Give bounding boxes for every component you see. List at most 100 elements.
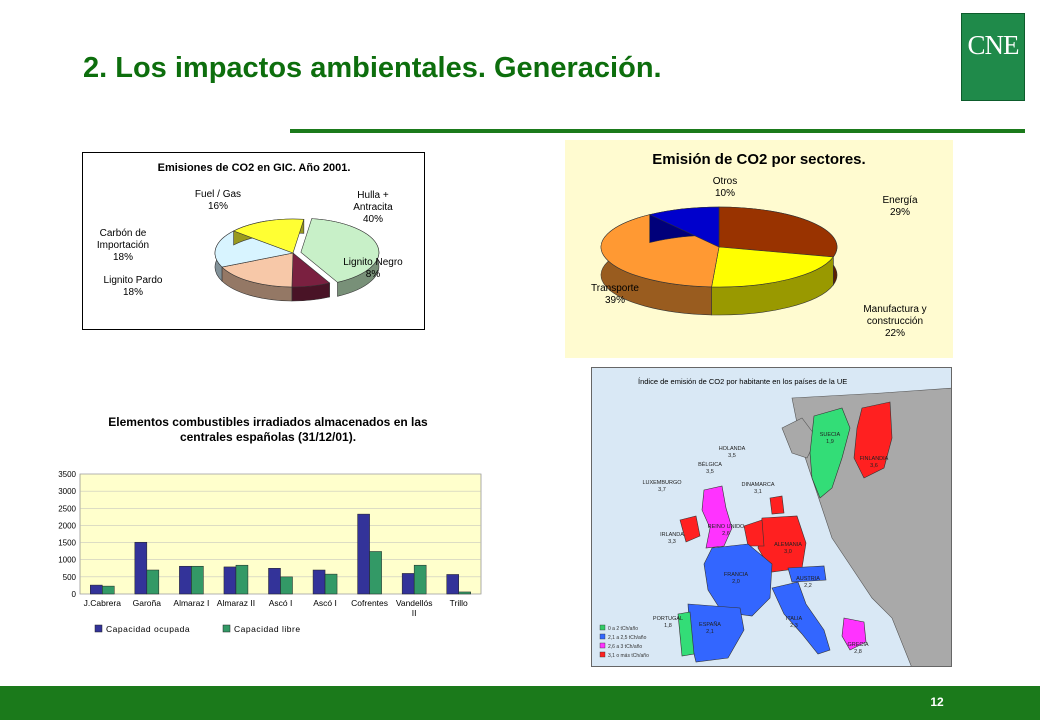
pie1-label-1-2: Antracita xyxy=(353,202,393,213)
map-label-name-13: PORTUGAL xyxy=(653,616,683,622)
pie1-label-4-1: Carbón de xyxy=(100,228,147,239)
map-legend-swatch-3 xyxy=(599,642,606,649)
bar-1-7 xyxy=(357,513,370,595)
bar-1-1 xyxy=(90,584,103,595)
map-label-value-12: 2,1 xyxy=(706,629,714,635)
bar-ytick-5: 2000 xyxy=(58,521,76,530)
bar-1-9 xyxy=(446,574,459,595)
bar-ytick-4: 1500 xyxy=(58,539,76,548)
map-label-value-6: 3,1 xyxy=(754,489,762,495)
pie1-label-4-2: Importación xyxy=(97,240,149,251)
pie2-label-1-1: Energía xyxy=(882,195,917,206)
eu-map-svg: Índice de emisión de CO2 por habitante e… xyxy=(592,368,951,666)
pie1-slice-1 xyxy=(300,218,380,283)
pie-chart-sectores: Emisión de CO2 por sectores. Energía 29% M… xyxy=(565,140,953,358)
pie1-label-5-2: 16% xyxy=(208,201,228,212)
bar-2-9 xyxy=(458,591,471,595)
pie1-label-2-1: Lignito Negro xyxy=(343,257,403,268)
bar-2-2 xyxy=(146,569,160,595)
pie1-slice-5 xyxy=(232,218,305,254)
pie2-slice-2 xyxy=(711,246,834,288)
map-label-name-4: BÉLGICA xyxy=(698,461,722,468)
pie1-label-3-2: 18% xyxy=(123,287,143,298)
map-country-greece xyxy=(841,617,867,651)
map-label-name-11: AUSTRIA xyxy=(796,576,820,582)
bar-category-1-1: J.Cabrera xyxy=(84,598,122,608)
pie2-slice-4 xyxy=(648,206,720,248)
bar-category-8-1: Vandellós xyxy=(396,598,433,608)
map-label-value-8: 3,3 xyxy=(668,539,676,545)
bar-2-5 xyxy=(280,576,293,595)
bar-category-8-2: II xyxy=(412,608,417,618)
map-country-italy xyxy=(771,581,831,655)
map-label-value-3: 3,5 xyxy=(728,453,736,459)
map-label-name-1: SUECIA xyxy=(820,432,841,438)
map-label-value-13: 1,8 xyxy=(664,623,672,629)
pie2-label-4-2: 10% xyxy=(715,188,735,199)
pie2-label-1-2: 29% xyxy=(890,207,910,218)
map-label-name-3: HOLANDA xyxy=(719,446,746,452)
map-label-value-5: 3,7 xyxy=(658,487,666,493)
map-country-denmark xyxy=(769,495,785,515)
map-label-name-9: ALEMANIA xyxy=(774,542,802,548)
map-label-value-7: 2,6 xyxy=(722,531,730,537)
bar-ytick-7: 3000 xyxy=(58,487,76,496)
bar-category-9-1: Trillo xyxy=(450,598,468,608)
map-legend-swatch-1 xyxy=(599,624,606,631)
bar-2-1 xyxy=(102,585,115,595)
bar-legend-swatch-2 xyxy=(222,624,231,633)
map-label-value-15: 2,8 xyxy=(854,649,862,655)
pie1-label-1-3: 40% xyxy=(363,214,383,225)
bar-legend-label-1: Capacidad ocupada xyxy=(106,624,190,634)
pie1-label-4-3: 18% xyxy=(113,252,133,263)
pie2-label-2-2: construcción xyxy=(867,316,923,327)
map-label-value-4: 3,5 xyxy=(706,469,714,475)
bar-chart-svg: Elementos combustibles irradiados almace… xyxy=(58,415,482,634)
map-legend-label-2: 2,1 a 2,5 tCh/año xyxy=(608,635,647,641)
bar-ytick-3: 1000 xyxy=(58,556,76,565)
map-country-finland xyxy=(853,401,893,479)
bar-category-5-1: Ascó I xyxy=(269,598,293,608)
map-label-value-9: 3,0 xyxy=(784,549,792,555)
map-label-name-10: FRANCIA xyxy=(724,572,748,578)
bar-legend-label-2: Capacidad libre xyxy=(234,624,301,634)
pie2-label-2-3: 22% xyxy=(885,328,905,339)
map-country-ireland xyxy=(679,515,701,543)
map-label-name-8: IRLANDA xyxy=(660,532,684,538)
pie1-label-5-1: Fuel / Gas xyxy=(195,189,241,200)
bar-2-4 xyxy=(235,564,249,595)
pie2-label-2-1: Manufactura y xyxy=(863,304,926,315)
slide-title: 2. Los impactos ambientales. Generación. xyxy=(83,52,662,84)
bar-category-7-1: Cofrentes xyxy=(351,598,388,608)
bar-ytick-1: 0 xyxy=(72,590,77,599)
map-label-name-6: DINAMARCA xyxy=(741,482,774,488)
page-number: 12 xyxy=(930,695,944,709)
map-legend-label-4: 3,1 o más tCh/año xyxy=(608,653,649,659)
map-label-name-15: GRECIA xyxy=(847,642,868,648)
map-label-value-11: 2,2 xyxy=(804,583,812,589)
map-country-portugal xyxy=(677,611,695,657)
map-label-name-5: LUXEMBURGO xyxy=(642,480,682,486)
pie-chart-gic-svg: Emisiones de CO2 en GIC. Año 2001. Hulla… xyxy=(97,162,403,302)
bar-2-6 xyxy=(324,573,338,595)
pie2-label-3-1: Transporte xyxy=(591,283,639,294)
bar-1-5 xyxy=(268,568,281,595)
bar-1-3 xyxy=(179,565,192,595)
map-legend-label-3: 2,6 a 3 tCh/año xyxy=(608,644,642,650)
map-country-sweden xyxy=(809,407,851,499)
map-legend-swatch-4 xyxy=(599,651,606,658)
bar-category-6-1: Ascó I xyxy=(313,598,337,608)
map-country-france xyxy=(703,543,773,617)
pie1-label-3-1: Lignito Pardo xyxy=(104,275,163,286)
cne-logo: CNE xyxy=(961,13,1025,101)
bar-ytick-6: 2500 xyxy=(58,504,76,513)
bar-ytick-8: 3500 xyxy=(58,470,76,479)
map-country-austria xyxy=(787,565,827,583)
pie2-slice-3 xyxy=(600,214,720,288)
bar-1-2 xyxy=(134,541,148,595)
eu-emissions-map: Índice de emisión de CO2 por habitante e… xyxy=(591,367,952,667)
map-label-value-10: 2,0 xyxy=(732,579,740,585)
pie1-slice-3 xyxy=(221,252,294,288)
map-label-name-7: REINO UNIDO xyxy=(708,524,745,530)
map-legend-swatch-2 xyxy=(599,633,606,640)
